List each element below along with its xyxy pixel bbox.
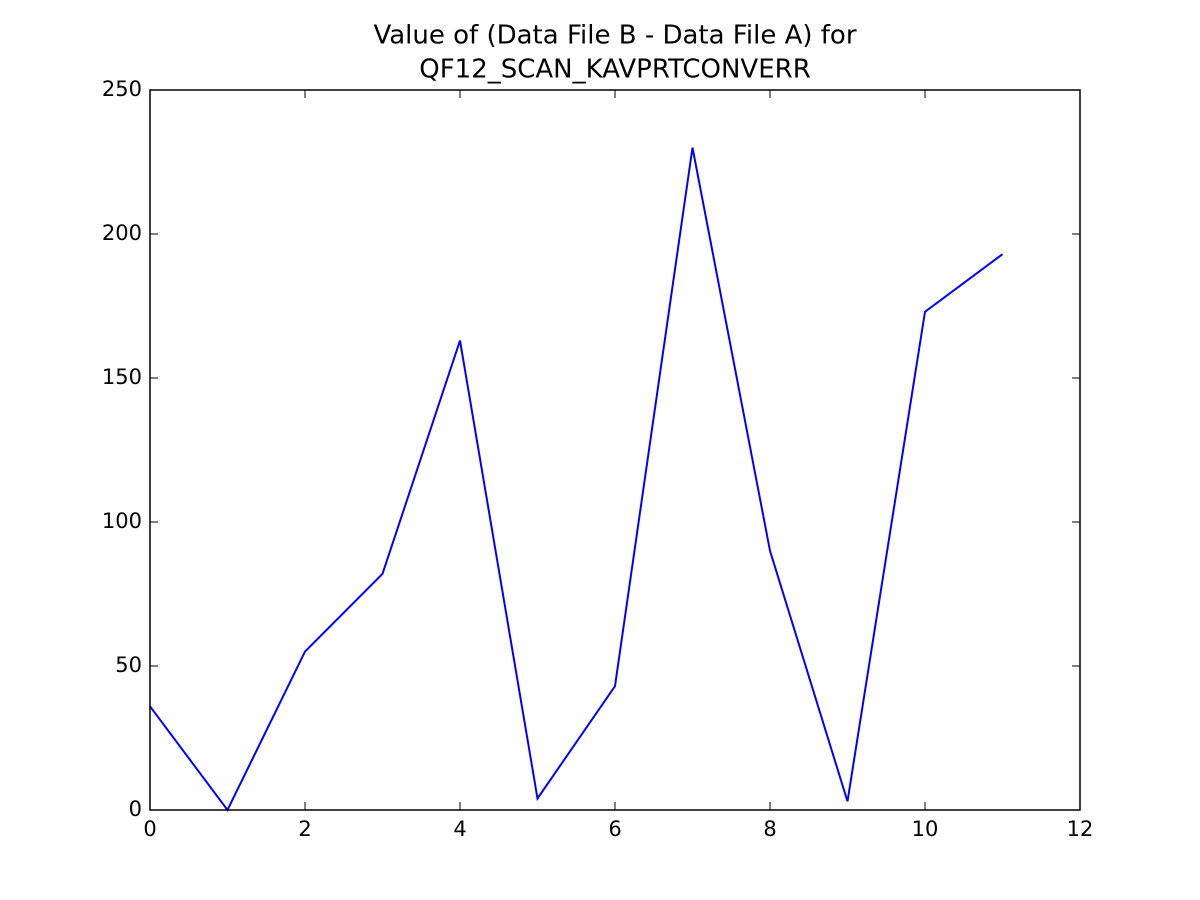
chart-title: QF12_SCAN_KAVPRTCONVERR [419, 55, 811, 85]
y-tick-label: 50 [115, 653, 142, 677]
data-line [149, 147, 1004, 812]
plot-frame [149, 89, 1081, 811]
y-tick-label: 100 [102, 509, 142, 533]
x-tick-label: 12 [1067, 817, 1094, 841]
chart-title: Value of (Data File B - Data File A) for [373, 21, 856, 51]
y-tick-label: 0 [129, 797, 142, 821]
x-tick-label: 8 [763, 817, 776, 841]
x-tick-label: 0 [143, 817, 156, 841]
y-tick-label: 150 [102, 365, 142, 389]
x-tick-label: 2 [298, 817, 311, 841]
y-tick-label: 200 [102, 221, 142, 245]
x-tick-label: 4 [453, 817, 466, 841]
x-tick-label: 10 [912, 817, 939, 841]
x-tick-label: 6 [608, 817, 621, 841]
y-tick-label: 250 [102, 77, 142, 101]
